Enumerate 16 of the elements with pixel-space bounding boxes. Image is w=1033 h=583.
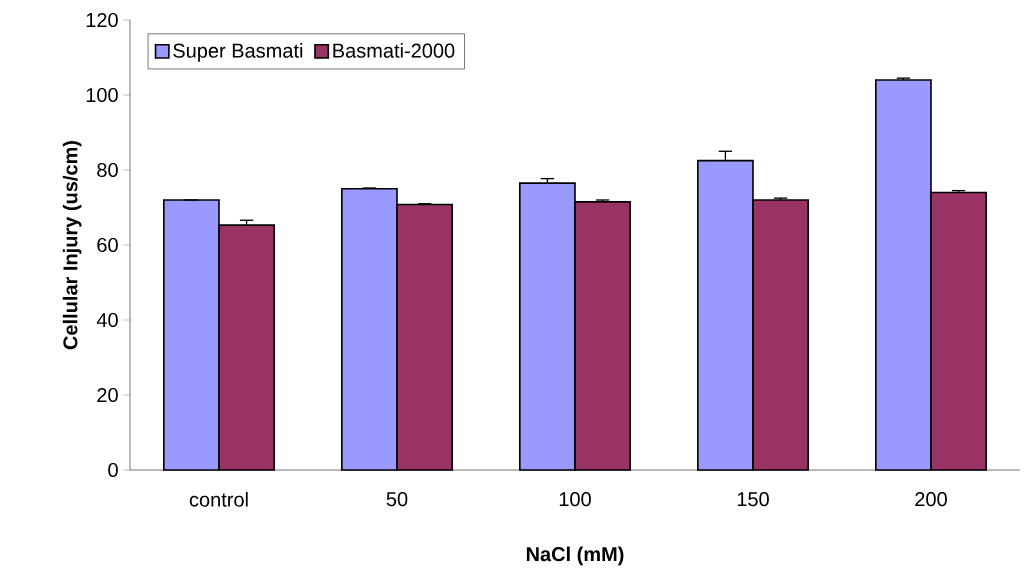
y-tick-label: 20 [97,387,118,403]
legend-label: Basmati-2000 [333,43,455,58]
y-tick-label: 100 [86,87,118,103]
y-tick-label: 40 [96,312,118,328]
x-tick-label: 50 [386,492,408,507]
x-tick-label: control [189,492,248,507]
y-tick-label: 0 [108,462,118,478]
x-tick-label: 100 [559,492,591,507]
x-tick-label: 150 [737,492,769,507]
y-tick-label: 120 [86,12,118,28]
y-tick-label: 80 [97,162,118,178]
legend-label: Super Basmati [173,43,303,62]
y-axis-title: Cellular Injury (us/cm) [62,140,82,350]
x-tick-label: 200 [915,492,947,507]
y-tick-label: 60 [97,237,118,253]
x-axis-title: NaCl (mM) [526,546,624,566]
